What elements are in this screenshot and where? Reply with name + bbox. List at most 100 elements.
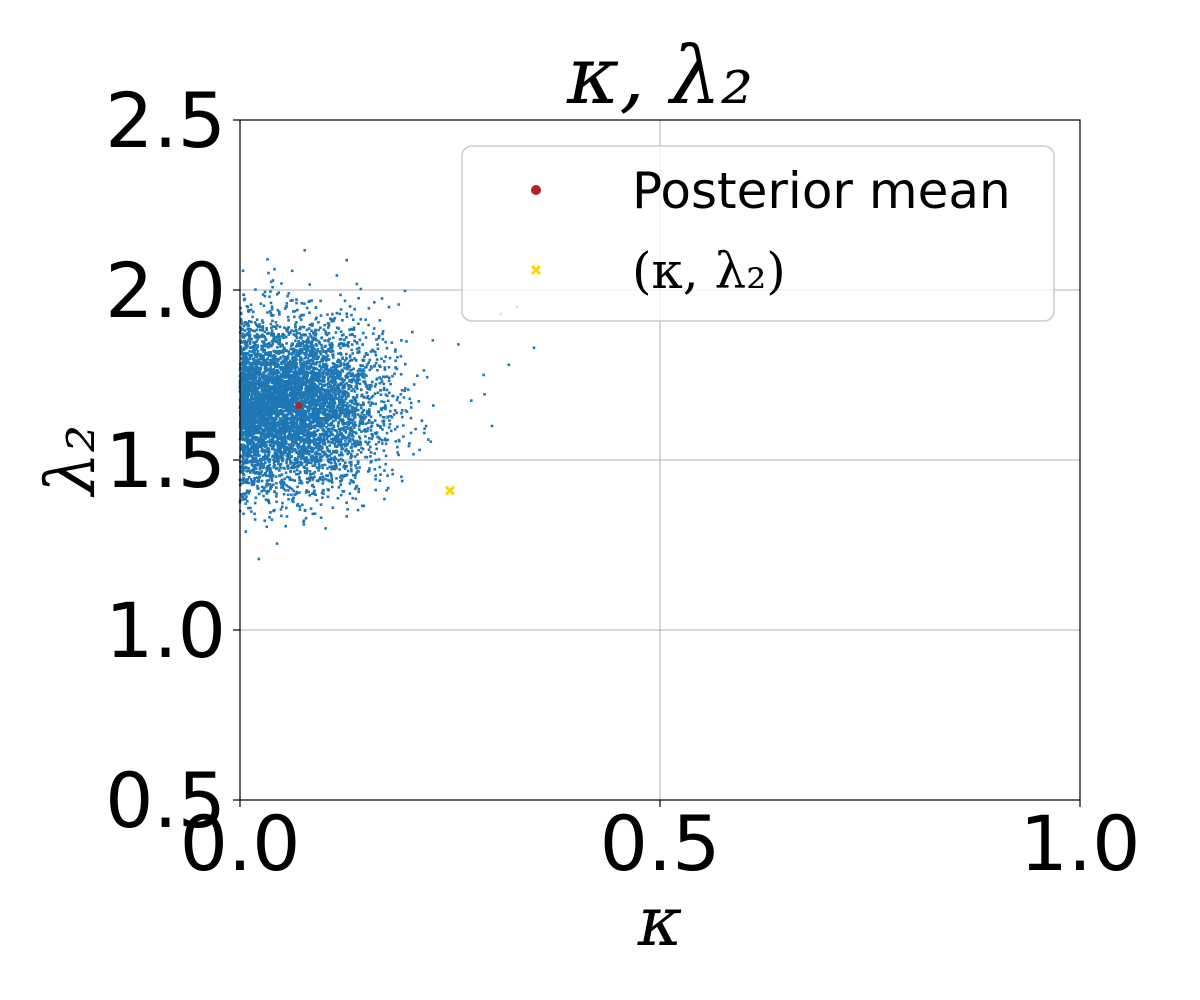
- sample-point: [261, 422, 264, 425]
- sample-point: [251, 315, 254, 319]
- sample-point: [247, 453, 250, 456]
- sample-point: [319, 352, 323, 356]
- sample-point: [253, 427, 256, 430]
- sample-point: [346, 508, 349, 511]
- sample-point: [295, 440, 298, 444]
- sample-point: [345, 373, 349, 376]
- sample-point: [327, 478, 330, 482]
- sample-point: [343, 404, 347, 407]
- sample-point: [292, 348, 296, 351]
- sample-point: [339, 381, 342, 385]
- sample-point: [346, 452, 349, 456]
- sample-point: [314, 398, 317, 402]
- sample-point: [271, 342, 275, 345]
- sample-point: [298, 478, 301, 481]
- sample-point: [275, 340, 278, 344]
- sample-point: [325, 351, 328, 355]
- sample-point: [404, 387, 407, 390]
- sample-point: [362, 358, 366, 362]
- sample-point: [287, 385, 291, 389]
- sample-point: [340, 420, 344, 424]
- sample-point: [288, 476, 291, 479]
- sample-point: [263, 473, 266, 476]
- sample-point: [292, 379, 295, 383]
- sample-point: [265, 384, 268, 388]
- sample-point: [301, 325, 305, 329]
- sample-point: [292, 489, 296, 493]
- sample-point: [391, 394, 394, 398]
- sample-point: [342, 427, 345, 431]
- sample-point: [287, 331, 291, 334]
- sample-point: [355, 466, 358, 470]
- sample-point: [264, 365, 267, 369]
- sample-point: [272, 509, 275, 513]
- sample-point: [305, 489, 308, 492]
- sample-point: [361, 447, 365, 451]
- sample-point: [284, 406, 288, 410]
- sample-point: [289, 460, 292, 464]
- sample-point: [275, 293, 279, 296]
- sample-point: [362, 403, 365, 406]
- sample-point: [264, 453, 267, 456]
- sample-point: [352, 374, 355, 377]
- sample-point: [348, 492, 352, 495]
- sample-point: [361, 375, 365, 379]
- sample-point: [358, 422, 362, 425]
- sample-point: [352, 440, 356, 443]
- sample-point: [305, 350, 308, 354]
- sample-point: [253, 422, 256, 425]
- sample-point: [250, 469, 254, 472]
- sample-point: [284, 524, 287, 528]
- sample-point: [319, 299, 322, 303]
- sample-point: [271, 454, 275, 457]
- sample-point: [276, 359, 280, 363]
- sample-point: [329, 350, 333, 354]
- sample-point: [265, 353, 268, 356]
- sample-point: [247, 448, 250, 451]
- sample-point: [385, 346, 389, 350]
- sample-point: [276, 377, 279, 381]
- sample-point: [288, 438, 292, 441]
- sample-point: [263, 383, 267, 386]
- sample-point: [326, 427, 330, 431]
- sample-point: [287, 374, 290, 377]
- sample-point: [251, 375, 255, 379]
- sample-point: [287, 432, 291, 436]
- sample-point: [299, 367, 302, 371]
- sample-point: [393, 427, 397, 431]
- sample-point: [279, 435, 283, 438]
- sample-point: [263, 348, 266, 352]
- sample-point: [305, 405, 308, 408]
- sample-point: [241, 412, 244, 415]
- sample-point: [295, 353, 299, 356]
- sample-point: [272, 447, 275, 450]
- sample-point: [389, 404, 393, 407]
- sample-point: [270, 345, 273, 348]
- sample-point: [270, 305, 274, 308]
- sample-point: [369, 365, 373, 368]
- sample-point: [346, 341, 350, 345]
- sample-point: [292, 333, 296, 336]
- sample-point: [275, 392, 278, 395]
- sample-point: [241, 269, 245, 273]
- sample-point: [252, 430, 256, 434]
- sample-point: [268, 516, 271, 519]
- sample-point: [315, 417, 319, 421]
- sample-point: [359, 373, 362, 377]
- sample-point: [318, 416, 322, 420]
- sample-point: [296, 308, 299, 312]
- sample-point: [254, 288, 257, 291]
- sample-point: [391, 468, 394, 472]
- sample-point: [305, 477, 309, 481]
- sample-point: [305, 434, 308, 438]
- sample-point: [342, 380, 345, 384]
- sample-point: [278, 427, 281, 430]
- sample-point: [318, 456, 322, 459]
- sample-point: [322, 350, 325, 353]
- sample-point: [261, 430, 264, 434]
- sample-point: [397, 303, 401, 306]
- sample-point: [277, 409, 281, 413]
- sample-point: [315, 316, 318, 320]
- sample-point: [259, 335, 262, 339]
- sample-point: [275, 335, 278, 339]
